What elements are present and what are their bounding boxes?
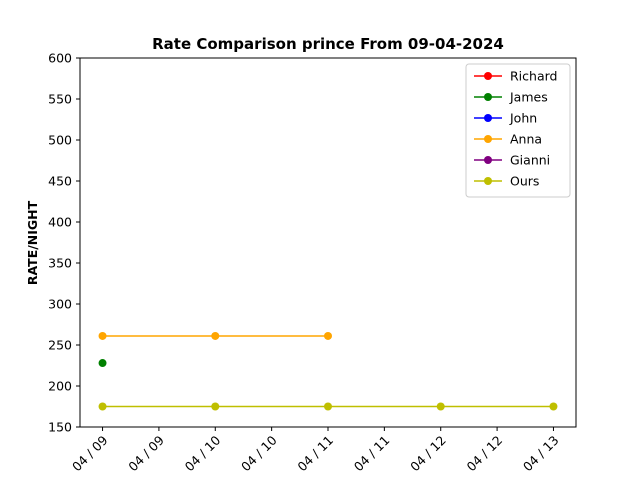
plot-frame <box>79 57 577 428</box>
y-tick-label: 600 <box>48 51 72 66</box>
x-tick-label: 04 / 11 <box>294 433 336 475</box>
legend-label-gianni: Gianni <box>510 153 550 168</box>
x-tick-label: 04 / 11 <box>351 433 393 475</box>
y-tick-label: 550 <box>48 92 72 107</box>
legend: Richard James John Anna Gianni Ours <box>465 63 571 198</box>
plot-series <box>98 331 558 411</box>
data-point-ours <box>211 402 220 411</box>
legend-marker-ours <box>484 177 492 185</box>
x-axis: 04 / 09 04 / 09 04 / 10 04 / 10 04 / 11 04 / … <box>69 427 562 474</box>
legend-label-anna: Anna <box>510 132 542 147</box>
y-tick-label: 150 <box>48 420 72 435</box>
x-tick-label: 04 / 09 <box>69 432 111 474</box>
y-tick-label: 400 <box>48 215 72 230</box>
data-point-ours <box>436 402 445 411</box>
legend-marker-james <box>484 93 492 101</box>
legend-marker-gianni <box>484 156 492 164</box>
data-point-ours <box>324 402 332 411</box>
y-tick-label: 500 <box>48 133 72 148</box>
y-tick-label: 450 <box>48 174 72 189</box>
legend-label-ours: Ours <box>510 174 539 189</box>
x-tick-label: 04 / 09 <box>125 432 167 474</box>
legend-marker-richard <box>484 72 492 80</box>
data-point-james <box>98 359 107 368</box>
y-tick-label: 200 <box>48 379 72 394</box>
x-tick-label: 04 / 12 <box>407 433 449 475</box>
x-tick-label: 04 / 10 <box>182 432 224 474</box>
data-point-anna <box>98 331 107 340</box>
legend-marker-john <box>484 114 492 122</box>
legend-label-richard: Richard <box>510 69 557 84</box>
data-point-anna <box>211 331 220 340</box>
y-axis: 150 200 250 300 350 400 450 500 550 600 <box>48 51 80 435</box>
legend-label-john: John <box>509 111 537 126</box>
data-point-ours <box>98 402 107 411</box>
x-tick-label: 04 / 10 <box>238 432 280 474</box>
chart-title: Rate Comparison prince From 09-04-2024 <box>152 35 504 53</box>
data-point-anna <box>324 331 332 340</box>
y-axis-label: RATE/NIGHT <box>25 200 40 285</box>
x-tick-label: 04 / 12 <box>464 433 506 475</box>
y-tick-label: 300 <box>48 297 72 312</box>
y-tick-label: 250 <box>48 338 72 353</box>
legend-marker-anna <box>484 135 492 143</box>
x-tick-label: 04 / 13 <box>520 433 562 475</box>
data-point-ours <box>549 402 558 411</box>
y-tick-label: 350 <box>48 256 72 271</box>
legend-label-james: James <box>509 90 548 105</box>
